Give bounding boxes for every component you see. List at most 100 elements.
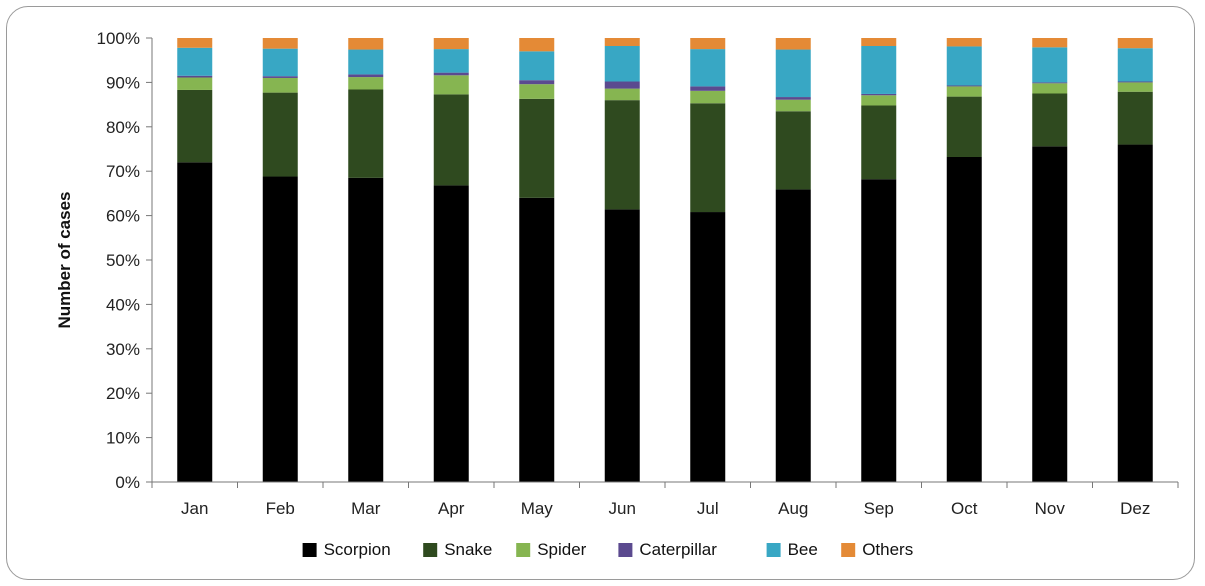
bar-segment-caterpillar: [776, 97, 811, 100]
x-tick-label: May: [521, 499, 554, 518]
bar-segment-snake: [177, 90, 212, 162]
bar-segment-spider: [1032, 83, 1067, 93]
x-tick-label: Aug: [778, 499, 808, 518]
y-tick-label: 50%: [106, 251, 140, 270]
x-tick-label: Feb: [266, 499, 295, 518]
x-tick-label: Jul: [697, 499, 719, 518]
x-tick-label: Mar: [351, 499, 381, 518]
bar-segment-others: [776, 38, 811, 50]
bar-segment-bee: [348, 50, 383, 75]
bar-segment-others: [348, 38, 383, 50]
bar-segment-snake: [605, 100, 640, 209]
bar-segment-scorpion: [605, 209, 640, 482]
legend-swatch-bee: [767, 543, 781, 557]
bar-segment-scorpion: [263, 177, 298, 482]
y-tick-label: 20%: [106, 384, 140, 403]
bars-group: [177, 38, 1153, 482]
legend-label-spider: Spider: [537, 540, 586, 559]
x-tick-label: Apr: [438, 499, 465, 518]
bar-segment-spider: [348, 77, 383, 89]
bar-segment-snake: [519, 99, 554, 198]
bar-segment-bee: [1118, 48, 1153, 81]
bar-segment-spider: [1118, 82, 1153, 91]
bar-segment-spider: [947, 86, 982, 96]
bar-segment-bee: [861, 46, 896, 94]
legend-swatch-others: [841, 543, 855, 557]
bar-segment-others: [519, 38, 554, 51]
x-tick-label: Jan: [181, 499, 208, 518]
bar-segment-snake: [947, 97, 982, 157]
bar-segment-bee: [690, 49, 725, 86]
bar-segment-others: [263, 38, 298, 49]
bar-segment-scorpion: [348, 178, 383, 482]
bar-segment-caterpillar: [605, 82, 640, 89]
bar-segment-others: [1118, 38, 1153, 48]
bar-segment-bee: [947, 46, 982, 85]
bar-segment-spider: [776, 100, 811, 112]
bar-segment-others: [605, 38, 640, 46]
y-tick-label: 100%: [97, 29, 140, 48]
bar-segment-snake: [776, 111, 811, 189]
y-tick-label: 30%: [106, 340, 140, 359]
x-tick-label: Dez: [1120, 499, 1150, 518]
y-tick-label: 40%: [106, 295, 140, 314]
bar-segment-scorpion: [690, 212, 725, 482]
bar-segment-caterpillar: [177, 76, 212, 78]
legend-swatch-spider: [516, 543, 530, 557]
bar-segment-snake: [263, 93, 298, 177]
legend: Scorpion Snake Spider Caterpillar Bee Others: [303, 540, 914, 559]
x-tick-label: Nov: [1035, 499, 1066, 518]
bar-segment-others: [1032, 38, 1067, 47]
bar-segment-others: [947, 38, 982, 46]
bar-segment-bee: [263, 49, 298, 77]
bar-segment-spider: [690, 91, 725, 103]
bar-segment-others: [434, 38, 469, 49]
bar-segment-scorpion: [776, 189, 811, 482]
bar-segment-snake: [690, 103, 725, 212]
bar-segment-snake: [348, 90, 383, 178]
y-tick-label: 10%: [106, 429, 140, 448]
bar-segment-spider: [263, 78, 298, 93]
y-tick-label: 60%: [106, 207, 140, 226]
bar-segment-spider: [434, 75, 469, 94]
bar-segment-caterpillar: [263, 76, 298, 78]
bar-segment-bee: [1032, 47, 1067, 82]
bar-segment-spider: [177, 78, 212, 90]
legend-label-scorpion: Scorpion: [324, 540, 391, 559]
y-tick-label: 0%: [115, 473, 140, 492]
bar-segment-scorpion: [861, 179, 896, 482]
bar-segment-bee: [519, 51, 554, 80]
legend-label-caterpillar: Caterpillar: [639, 540, 717, 559]
y-axis-label: Number of cases: [55, 192, 74, 329]
bar-segment-spider: [861, 95, 896, 105]
legend-label-bee: Bee: [788, 540, 818, 559]
y-tick-label: 90%: [106, 73, 140, 92]
bar-segment-caterpillar: [434, 73, 469, 76]
x-tick-label: Oct: [951, 499, 978, 518]
bar-segment-bee: [177, 48, 212, 76]
bar-segment-snake: [1032, 94, 1067, 147]
bar-segment-caterpillar: [947, 86, 982, 87]
bar-segment-caterpillar: [519, 80, 554, 84]
y-tick-label: 70%: [106, 162, 140, 181]
bar-segment-others: [177, 38, 212, 48]
bar-segment-snake: [434, 94, 469, 185]
legend-swatch-caterpillar: [618, 543, 632, 557]
bar-segment-caterpillar: [1032, 82, 1067, 83]
bar-segment-bee: [605, 46, 640, 82]
bar-segment-others: [690, 38, 725, 49]
bar-segment-snake: [861, 105, 896, 179]
bar-segment-bee: [434, 49, 469, 73]
bar-segment-caterpillar: [690, 86, 725, 90]
x-tick-label: Jun: [609, 499, 636, 518]
bar-segment-scorpion: [519, 198, 554, 482]
bar-segment-spider: [519, 84, 554, 99]
bar-segment-scorpion: [177, 162, 212, 482]
bar-segment-scorpion: [947, 157, 982, 482]
bar-segment-others: [861, 38, 896, 46]
x-tick-label: Sep: [864, 499, 894, 518]
legend-swatch-scorpion: [303, 543, 317, 557]
bar-segment-scorpion: [434, 185, 469, 482]
bar-segment-caterpillar: [861, 94, 896, 95]
